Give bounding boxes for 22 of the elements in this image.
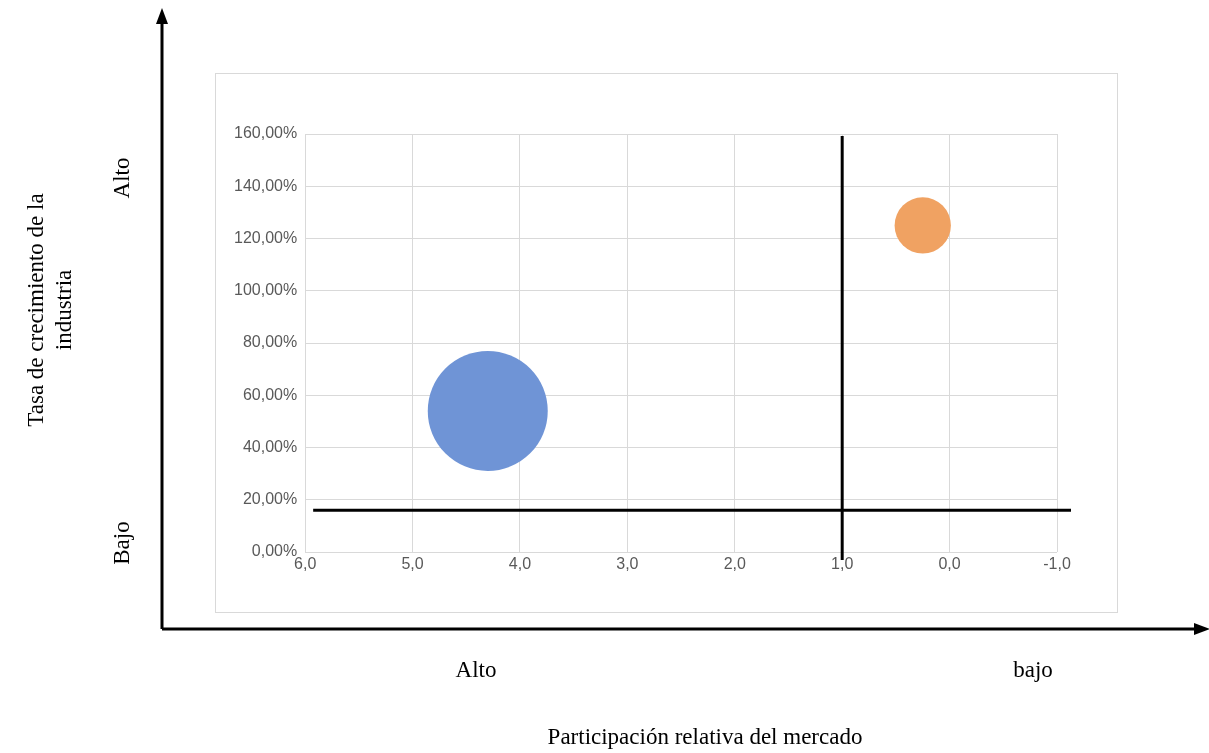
text: Alto xyxy=(109,157,135,199)
text: Bajo xyxy=(109,521,135,565)
y-tick-label: 100,00% xyxy=(233,281,298,299)
y-tick-label: 40,00% xyxy=(242,437,298,455)
x-tick-label: 6,0 xyxy=(294,555,317,573)
x-tick-label: 2,0 xyxy=(723,555,746,573)
y-tick-label: 80,00% xyxy=(242,333,298,351)
text: Alto xyxy=(455,657,497,683)
y-tick-label: 140,00% xyxy=(233,176,298,194)
x-tick-label: 4,0 xyxy=(508,555,532,573)
x-tick-label: 3,0 xyxy=(616,555,639,573)
y-tick-label: 160,00% xyxy=(233,124,298,142)
y-tick-label: 120,00% xyxy=(233,228,298,246)
x-tick-label: 1,0 xyxy=(831,555,854,573)
text: Tasa de crecimiento de la industria xyxy=(22,192,77,429)
y-tick-label: 60,00% xyxy=(242,385,298,403)
y-tick-label: 20,00% xyxy=(242,490,298,508)
x-tick-label: -1,0 xyxy=(1043,555,1071,573)
text: bajo xyxy=(1013,657,1053,683)
x-tick-label: 5,0 xyxy=(401,555,424,573)
x-tick-label: 0,0 xyxy=(938,555,961,573)
text: Participación relativa del mercado xyxy=(547,724,863,750)
